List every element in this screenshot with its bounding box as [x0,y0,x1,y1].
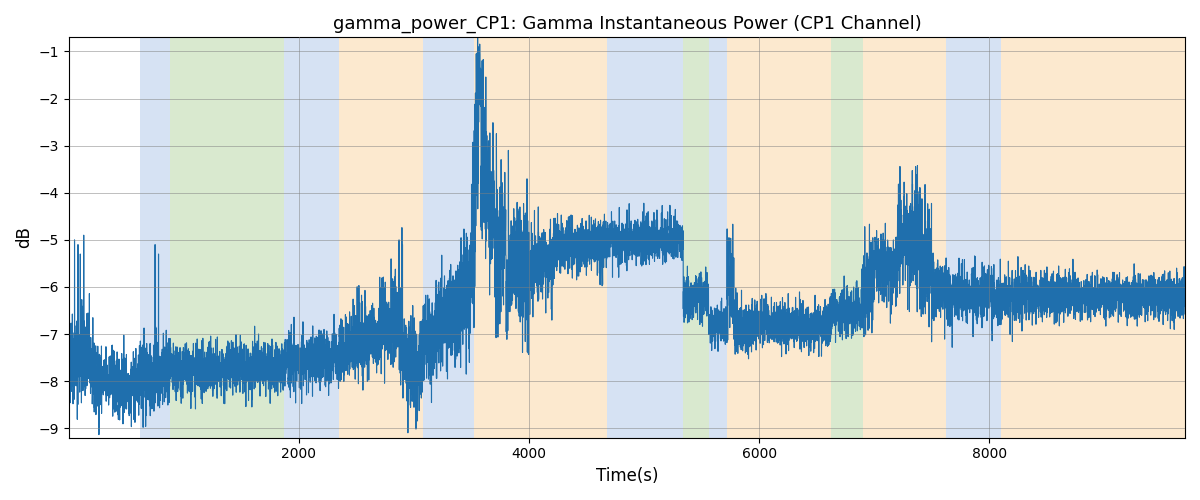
Bar [284,38,340,438]
Bar [474,38,607,438]
Bar [424,38,474,438]
Bar [1001,38,1186,438]
Bar [863,38,946,438]
Bar [170,38,284,438]
Bar [727,38,830,438]
Bar [946,38,1001,438]
Bar [340,38,424,438]
X-axis label: Time(s): Time(s) [595,467,658,485]
Bar [607,38,683,438]
Bar [683,38,708,438]
Bar [140,38,170,438]
Title: gamma_power_CP1: Gamma Instantaneous Power (CP1 Channel): gamma_power_CP1: Gamma Instantaneous Pow… [332,15,922,34]
Y-axis label: dB: dB [16,226,34,248]
Bar [708,38,727,438]
Bar [830,38,863,438]
